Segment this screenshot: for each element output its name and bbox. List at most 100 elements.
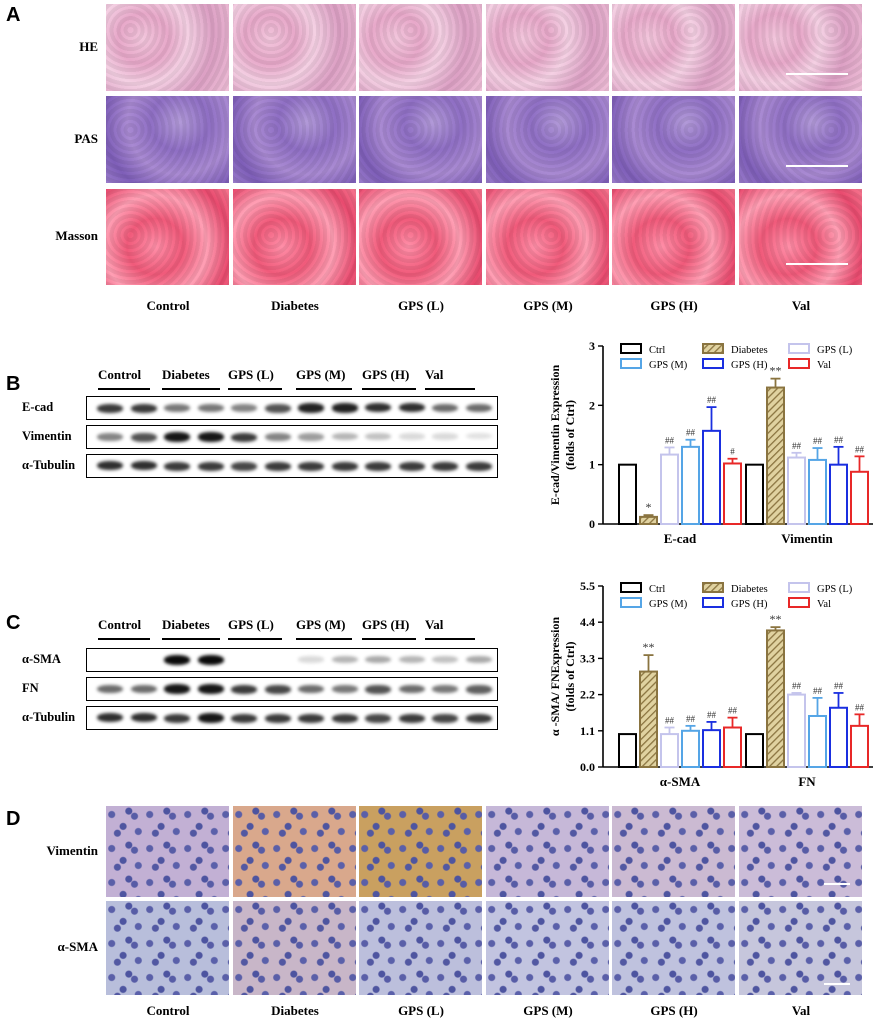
blot-band bbox=[432, 656, 458, 663]
legend-swatch bbox=[620, 597, 642, 608]
histology-image-he-5 bbox=[739, 4, 862, 91]
legend-label-gps-h: GPS (H) bbox=[731, 599, 768, 610]
blot-band bbox=[365, 403, 391, 413]
blot-band bbox=[465, 404, 492, 413]
ihc-image-vimentin-1 bbox=[233, 806, 356, 897]
legend-swatch bbox=[620, 582, 642, 593]
ihc-row-label: Vimentin bbox=[46, 842, 98, 858]
significance-label: ## bbox=[686, 428, 696, 438]
blot-band bbox=[432, 404, 458, 413]
significance-label: ## bbox=[792, 681, 802, 691]
legend-label-gps-m: GPS (M) bbox=[649, 599, 688, 610]
bar-diabetes-e-cad bbox=[639, 515, 658, 526]
histology-image-masson-3 bbox=[486, 189, 609, 285]
blot-row-label-e-cad: E-cad bbox=[22, 400, 54, 414]
blot-band bbox=[130, 713, 157, 723]
blot-group-label-gps-h: GPS (H) bbox=[362, 617, 410, 632]
histology-column-label-control: Control bbox=[146, 298, 190, 313]
blot-band bbox=[264, 433, 291, 441]
blot-band bbox=[465, 714, 492, 724]
significance-label: ** bbox=[770, 612, 782, 626]
histology-row-label: HE bbox=[79, 38, 98, 54]
histology-row-label: Masson bbox=[55, 228, 98, 243]
bar-gps-l-vimentin bbox=[787, 456, 806, 525]
panel-a-letter: A bbox=[6, 4, 21, 26]
blot-band bbox=[130, 461, 157, 471]
bar-gps-m-e-cad bbox=[681, 445, 700, 525]
histology-image-pas-5 bbox=[739, 96, 862, 183]
significance-label: # bbox=[730, 447, 735, 457]
histology-image-he-3 bbox=[486, 4, 609, 91]
blot-group-label-diabetes: Diabetes bbox=[162, 367, 210, 382]
blot-band bbox=[197, 462, 224, 472]
histology-row-label: PAS bbox=[74, 130, 98, 146]
chart-ecad-vimentin: 0 1 2 3 E-cad/Vimentin Expression(folds of C… bbox=[548, 339, 873, 546]
histology-image-masson-0 bbox=[106, 189, 229, 285]
significance-label: ## bbox=[855, 702, 865, 712]
legend-label-gps-h: GPS (H) bbox=[731, 360, 768, 371]
histology-image-pas-0 bbox=[106, 96, 229, 183]
legend-swatch bbox=[702, 597, 724, 608]
blot-group-underline bbox=[162, 388, 220, 390]
histology-image-he-1 bbox=[233, 4, 356, 91]
blot-band bbox=[197, 432, 224, 442]
blot-group-underline bbox=[228, 638, 282, 640]
ihc-image-alpha-sma-0 bbox=[106, 901, 229, 995]
blot-band bbox=[298, 714, 324, 724]
ihc-image-vimentin-2 bbox=[359, 806, 482, 897]
blot-band bbox=[298, 403, 324, 413]
bar-gps-h-e-cad bbox=[702, 429, 721, 525]
panel-b-letter: B bbox=[6, 373, 21, 395]
y-tick-label: 3.3 bbox=[580, 651, 595, 665]
blot-band bbox=[97, 433, 123, 441]
significance-label: ** bbox=[770, 364, 782, 378]
legend-swatch bbox=[702, 358, 724, 369]
blot-band bbox=[231, 433, 257, 443]
blot-band bbox=[365, 462, 391, 472]
blot-band bbox=[164, 655, 190, 665]
ihc-row-label: α-SMA bbox=[57, 939, 98, 954]
blot-group-label-control: Control bbox=[98, 367, 142, 382]
bar-ctrl-vimentin bbox=[745, 463, 764, 526]
y-tick-label: 2.2 bbox=[580, 688, 595, 702]
bar-ctrl-alpha-sma bbox=[618, 733, 637, 769]
blot-group-label-gps-m: GPS (M) bbox=[296, 367, 346, 382]
significance-label: ## bbox=[855, 444, 865, 454]
blot-band bbox=[432, 685, 458, 694]
legend-label-ctrl: Ctrl bbox=[649, 345, 665, 356]
bar-gps-m-vimentin bbox=[808, 458, 827, 525]
blot-row-label-alpha-tubulin: α-Tubulin bbox=[22, 710, 76, 724]
blot-band bbox=[331, 462, 358, 472]
bar-gps-m-fn bbox=[808, 714, 827, 768]
histology-image-pas-2 bbox=[359, 96, 482, 183]
ihc-image-vimentin-0 bbox=[106, 806, 229, 897]
blot-band bbox=[298, 462, 324, 472]
blot-band bbox=[231, 714, 257, 724]
blot-band bbox=[298, 685, 324, 694]
ihc-column-label-gps-h: GPS (H) bbox=[650, 1003, 698, 1018]
blot-band bbox=[197, 404, 224, 413]
blot-strip-alpha-tubulin bbox=[86, 706, 498, 730]
ihc-image-alpha-sma-5 bbox=[739, 901, 862, 995]
ihc-image-alpha-sma-2 bbox=[359, 901, 482, 995]
blot-band bbox=[432, 714, 458, 723]
legend-label-gps-l: GPS (L) bbox=[817, 584, 853, 595]
significance-label: ## bbox=[707, 710, 717, 720]
blot-row-label-alpha-sma: α-SMA bbox=[22, 652, 61, 666]
blot-band bbox=[264, 462, 291, 472]
chart-asma-fn: 0.0 1.1 2.2 3.3 4.4 5.5 α -SMA/ FNExpression(f… bbox=[548, 580, 873, 789]
y-tick-label: 0 bbox=[589, 517, 595, 531]
ihc-image-vimentin-4 bbox=[612, 806, 735, 897]
significance-label: ## bbox=[792, 441, 802, 451]
blot-band bbox=[398, 714, 425, 724]
y-tick-label: 0.0 bbox=[580, 760, 595, 774]
bar-val-vimentin bbox=[850, 470, 869, 525]
ihc-image-vimentin-5 bbox=[739, 806, 862, 897]
blot-group-underline bbox=[425, 388, 475, 390]
panel-c-letter: C bbox=[6, 612, 21, 634]
blot-band bbox=[164, 404, 190, 413]
blot-band bbox=[365, 714, 391, 723]
blot-band bbox=[231, 685, 257, 695]
bar-gps-l-fn bbox=[787, 693, 806, 768]
y-tick-label: 3 bbox=[589, 339, 595, 353]
